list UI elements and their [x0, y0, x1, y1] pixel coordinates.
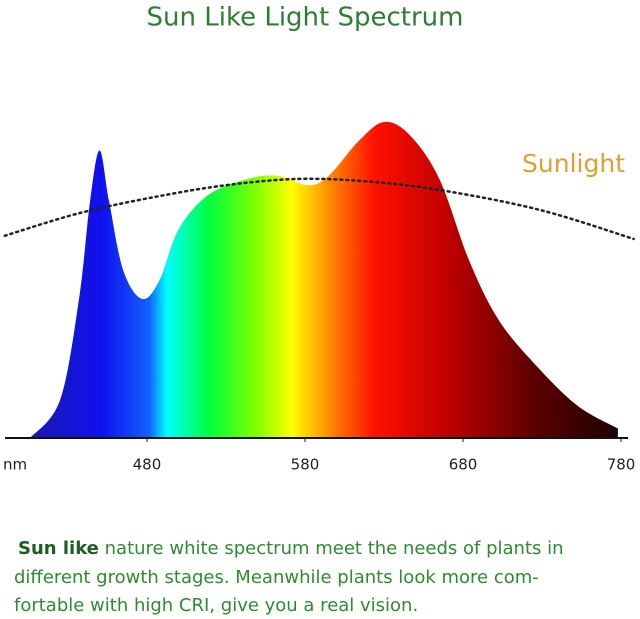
series-label: Sunlight [522, 149, 625, 178]
spectrum-area [30, 121, 618, 438]
chart-title: Sun Like Light Spectrum [147, 3, 464, 33]
x-tick-label: 680 [449, 456, 478, 474]
caption-text: nature white spectrum meet the needs of … [105, 538, 564, 559]
caption-line: Sun like nature white spectrum meet the … [18, 538, 564, 559]
x-axis-label: nm [3, 456, 27, 474]
sunlight-curve [3, 177, 635, 241]
x-tick-label: 480 [133, 456, 162, 474]
caption-line: fortable with high CRI, give you a real … [14, 595, 418, 616]
x-tick-label: 580 [291, 456, 320, 474]
caption-lead: Sun like [18, 538, 99, 559]
caption-line: different growth stages. Meanwhile plant… [14, 567, 539, 588]
x-tick-label: 780 [607, 456, 636, 474]
